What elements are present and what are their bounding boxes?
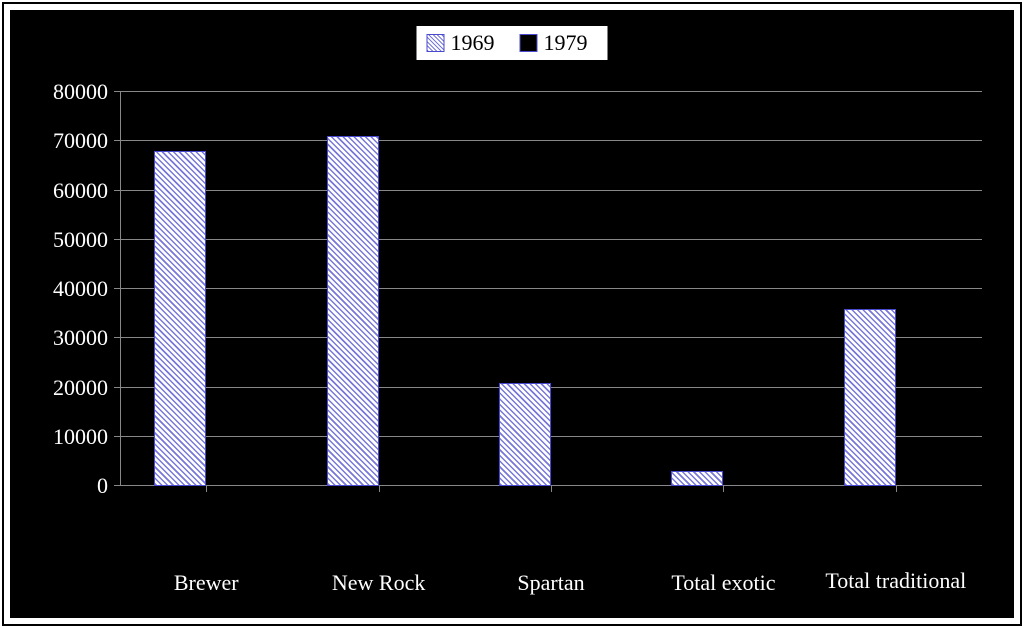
y-axis-line <box>120 92 121 486</box>
y-tick <box>114 91 120 92</box>
x-tick <box>206 486 207 492</box>
y-tick <box>114 288 120 289</box>
bar-1969 <box>844 309 896 486</box>
y-axis-tick-label: 50000 <box>53 227 108 253</box>
bar-group <box>671 471 775 486</box>
y-tick <box>114 485 120 486</box>
legend: 1969 1979 <box>416 25 609 61</box>
y-tick <box>114 387 120 388</box>
chart-background: 1969 1979 0 10000 20000 30000 40000 50000 6000… <box>10 10 1014 618</box>
bar-group <box>499 383 603 486</box>
plot-area <box>120 92 982 486</box>
legend-label-1969: 1969 <box>451 30 495 56</box>
y-axis-tick-label: 40000 <box>53 276 108 302</box>
y-axis-labels: 0100002000030000400005000060000700008000… <box>46 92 116 486</box>
y-axis-tick-label: 60000 <box>53 178 108 204</box>
legend-label-1979: 1979 <box>544 30 588 56</box>
bar-1969 <box>154 151 206 486</box>
bar-group <box>154 151 258 486</box>
bar-group <box>844 309 948 486</box>
chart-container: 1969 1979 0 10000 20000 30000 40000 50000 6000… <box>0 0 1024 628</box>
y-axis-tick-label: 10000 <box>53 424 108 450</box>
x-tick <box>379 486 380 492</box>
x-axis-tick-label: Spartan <box>517 570 584 596</box>
x-axis-tick-label: New Rock <box>332 570 425 596</box>
bar-1969 <box>327 136 379 486</box>
y-axis-tick-label: 0 <box>97 473 108 499</box>
x-axis-tick-label: Total exotic <box>671 570 775 596</box>
x-axis-tick-label: Brewer <box>174 570 239 596</box>
x-tick <box>896 486 897 492</box>
grid-line <box>120 91 982 92</box>
bar-group <box>327 136 431 486</box>
x-axis-labels: Brewer New Rock Spartan Total exotic Total t… <box>120 496 982 596</box>
y-tick <box>114 140 120 141</box>
legend-swatch-1969-icon <box>427 34 445 52</box>
x-tick <box>723 486 724 492</box>
legend-item-1979: 1979 <box>520 30 588 56</box>
y-tick <box>114 436 120 437</box>
y-axis-tick-label: 30000 <box>53 325 108 351</box>
legend-item-1969: 1969 <box>427 30 495 56</box>
x-tick <box>551 486 552 492</box>
y-tick <box>114 239 120 240</box>
y-tick <box>114 190 120 191</box>
bar-1969 <box>499 383 551 486</box>
grid-line <box>120 140 982 141</box>
y-axis-tick-label: 20000 <box>53 375 108 401</box>
legend-swatch-1979-icon <box>520 34 538 52</box>
y-tick <box>114 337 120 338</box>
bar-1969 <box>671 471 723 486</box>
x-axis-tick-label: Total traditional <box>816 567 976 596</box>
y-axis-tick-label: 80000 <box>53 79 108 105</box>
y-axis-tick-label: 70000 <box>53 128 108 154</box>
